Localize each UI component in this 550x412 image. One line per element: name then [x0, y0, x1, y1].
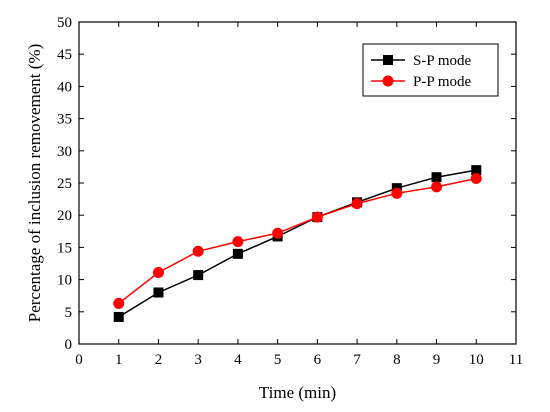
data-point — [193, 270, 204, 281]
x-tick-label: 8 — [393, 352, 401, 368]
data-point — [192, 245, 204, 257]
data-point — [232, 248, 243, 259]
legend-label: S-P mode — [413, 53, 472, 69]
y-tick-label: 40 — [57, 79, 72, 95]
series-line — [118, 177, 477, 304]
legend-entry: S-P mode — [371, 53, 472, 69]
x-tick-label: 11 — [509, 352, 523, 368]
data-point — [391, 187, 403, 199]
series-pp-mode — [113, 172, 482, 309]
x-tick-label: 6 — [314, 352, 322, 368]
data-point — [232, 236, 244, 248]
data-point — [153, 287, 164, 298]
x-tick-label: 5 — [274, 352, 282, 368]
y-tick-label: 15 — [57, 240, 72, 256]
y-axis-title: Percentage of inclusion removement (%) — [25, 44, 44, 323]
x-axis-title: Time (min) — [259, 383, 336, 402]
y-tick-label: 10 — [57, 273, 72, 289]
x-tick-label: 3 — [194, 352, 202, 368]
data-point — [152, 267, 164, 279]
data-point — [113, 311, 124, 322]
series-layer — [113, 165, 482, 322]
data-point — [431, 172, 442, 183]
data-point — [113, 297, 125, 309]
data-point — [351, 198, 363, 210]
x-tick-label: 10 — [469, 352, 484, 368]
data-point — [272, 227, 284, 239]
legend: S-P mode P-P mode — [362, 43, 499, 97]
x-tick-label: 9 — [433, 352, 441, 368]
legend-marker — [383, 55, 393, 65]
y-tick-label: 45 — [57, 47, 72, 63]
x-tick-label: 0 — [75, 352, 83, 368]
data-point — [431, 181, 443, 193]
data-point — [311, 211, 323, 223]
y-tick-label: 30 — [57, 144, 72, 160]
data-point — [470, 172, 482, 184]
x-tick-label: 4 — [234, 352, 242, 368]
y-tick-label: 25 — [57, 176, 72, 192]
legend-entry: P-P mode — [371, 74, 472, 90]
legend-label: P-P mode — [413, 74, 472, 90]
y-tick-label: 50 — [57, 15, 72, 31]
legend-box — [362, 43, 499, 97]
series-line — [118, 169, 477, 318]
x-tick-label: 1 — [115, 352, 123, 368]
legend-marker — [382, 75, 394, 87]
x-tick-label: 2 — [155, 352, 163, 368]
y-tick-label: 35 — [57, 112, 72, 128]
x-tick-label: 7 — [353, 352, 361, 368]
y-tick-label: 0 — [65, 337, 73, 353]
y-tick-label: 20 — [57, 208, 72, 224]
y-tick-label: 5 — [65, 305, 73, 321]
